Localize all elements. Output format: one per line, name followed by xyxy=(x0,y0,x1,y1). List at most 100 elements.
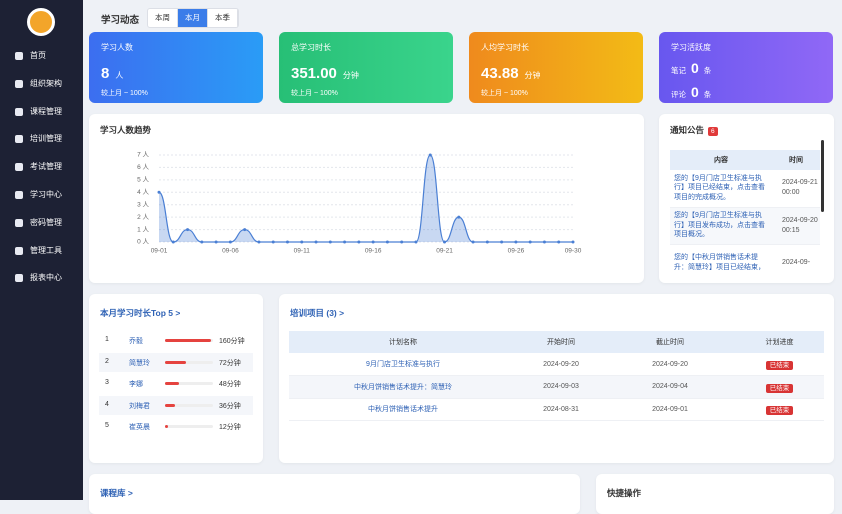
menu-item[interactable]: 培训管理 xyxy=(0,129,83,149)
notice-row[interactable]: 您的【9月门店卫生标准与执行】项目已经结束，点击查看项目的完成概况。 2024-0… xyxy=(670,170,820,207)
ranking-title[interactable]: 本月学习时长Top 5 > xyxy=(100,308,181,318)
menu-item[interactable]: 密码管理 xyxy=(0,213,83,233)
trend-card: 学习人数趋势 0 人 1 人 2 人 3 人 4 人 5 人 6 人 7 人 09-01 09-0… xyxy=(89,114,644,283)
tab[interactable]: 本季 xyxy=(208,9,238,27)
ranking-row: 3 李娜 48分钟 xyxy=(99,374,253,393)
point xyxy=(243,228,247,232)
ranking-row: 2 简慧玲 72分钟 xyxy=(99,352,253,372)
rank-number: 2 xyxy=(105,357,109,365)
stat-unit: 人 xyxy=(115,71,124,80)
stat-compare: 较上月 ~ 100% xyxy=(291,90,338,97)
stat-number: 351.00 xyxy=(291,65,337,82)
y-tick-label: 2 人 xyxy=(137,213,149,221)
quick-card: 快捷操作 xyxy=(596,474,834,514)
stat-card: 学习活跃度 笔记 0 条评论 0 条 xyxy=(659,32,833,103)
stat-card: 学习人数 8 人较上月 ~ 100% xyxy=(89,32,263,103)
rank-number: 3 xyxy=(105,379,109,386)
projects-cell: 已结束 xyxy=(735,398,824,421)
ranking-row: 5 崔英晨 12分钟 xyxy=(99,417,253,436)
projects-card: 培训项目 (3) > 计划名称 开始时间 截止时间 计划进度 9月门店卫生标准与执行 20… xyxy=(279,294,834,463)
projects-column: 计划进度 xyxy=(765,339,794,346)
projects-cell: 2024-09-01 xyxy=(652,405,688,413)
point xyxy=(571,240,575,244)
menu-label: 培训管理 xyxy=(30,134,62,144)
menu-label: 课程管理 xyxy=(30,106,62,116)
status-badge: 已结束 xyxy=(765,361,794,370)
notice-time: 2024-09-21 00:00 xyxy=(782,179,818,197)
menu-label: 学习中心 xyxy=(30,190,62,199)
notice-text: 您的【中秋月饼销售话术提升：简慧玲】项目已经结束， xyxy=(674,253,765,271)
notice-text: 您的【9月门店卫生标准与执行】项目发布成功，点击查看项目概况。 xyxy=(674,211,765,239)
tab[interactable]: 本周 xyxy=(148,9,178,27)
status-badge: 已结束 xyxy=(765,383,794,393)
menu-item[interactable]: 首页 xyxy=(0,46,83,66)
rank-name[interactable]: 刘梅君 xyxy=(129,402,150,410)
point xyxy=(500,240,504,244)
projects-cell: 2024-09-20 xyxy=(652,360,688,368)
menu-item[interactable]: 考试管理 xyxy=(0,157,83,177)
y-tick-label: 0 人 xyxy=(137,238,149,246)
y-tick-label: 1 人 xyxy=(137,225,149,233)
menu-icon xyxy=(15,191,23,199)
menu-icon xyxy=(15,135,23,144)
stat-unit: 条 xyxy=(703,90,712,99)
projects-row[interactable]: 中秋月饼销售话术提升 2024-08-31 2024-09-01 已结束 xyxy=(289,398,824,421)
projects-row[interactable]: 中秋月饼销售话术提升：简慧玲 2024-09-03 2024-09-04 已结束 xyxy=(289,375,824,398)
menu-item[interactable]: 报表中心 xyxy=(0,268,83,288)
stat-compare: 较上月 ~ 100% xyxy=(481,90,528,97)
point xyxy=(343,240,347,244)
rank-name[interactable]: 乔毅 xyxy=(129,338,143,345)
notice-time: 2024-09- xyxy=(782,258,811,266)
point xyxy=(271,240,275,244)
menu-item[interactable]: 管理工具 xyxy=(0,241,83,261)
notice-title: 通知公告 xyxy=(670,125,705,135)
menu-item[interactable]: 课程管理 xyxy=(0,102,83,122)
point xyxy=(514,240,518,244)
projects-cell: 2024-09-03 xyxy=(543,383,579,391)
point xyxy=(186,228,190,232)
menu-label: 报表中心 xyxy=(30,273,62,283)
notice-row[interactable]: 您的【9月门店卫生标准与执行】项目发布成功，点击查看项目概况。 2024-09-2… xyxy=(670,207,820,244)
rank-minutes: 160分钟 xyxy=(219,338,245,345)
point xyxy=(528,240,532,244)
point xyxy=(157,190,161,194)
projects-table: 计划名称 开始时间 截止时间 计划进度 9月门店卫生标准与执行 2024-09-20 202… xyxy=(289,331,824,421)
projects-column: 开始时间 xyxy=(547,339,575,346)
rank-number: 5 xyxy=(105,422,109,429)
menu-label: 首页 xyxy=(30,51,46,60)
stat-unit: 分钟 xyxy=(342,71,359,80)
point xyxy=(485,240,489,244)
projects-title[interactable]: 培训项目 (3) > xyxy=(290,308,345,318)
point xyxy=(200,240,204,244)
stat-unit: 条 xyxy=(703,66,712,75)
projects-row[interactable]: 9月门店卫生标准与执行 2024-09-20 2024-09-20 已结束 xyxy=(289,353,824,376)
point xyxy=(443,240,447,244)
rank-name[interactable]: 简慧玲 xyxy=(129,359,150,367)
notice-row[interactable]: 您的【中秋月饼销售话术提升：简慧玲】项目已经结束， 2024-09- xyxy=(670,244,820,276)
bar xyxy=(165,339,211,342)
ranking-card: 本月学习时长Top 5 > 1 乔毅 160分钟 2 简慧玲 72分钟 3 李娜 48分钟 4 刘梅… xyxy=(89,294,263,463)
courses-title[interactable]: 课程库 > xyxy=(100,488,133,498)
point xyxy=(285,240,289,244)
stat-title: 学习人数 xyxy=(101,43,133,52)
stat-row: 评论 0 条 xyxy=(671,84,711,100)
chart-title: 学习人数趋势 xyxy=(100,125,152,135)
stat-unit: 分钟 xyxy=(524,71,541,80)
stat-title: 人均学习时长 xyxy=(481,43,529,52)
stat-value: 351.00 分钟 xyxy=(291,65,359,82)
x-tick-label: 09-16 xyxy=(365,248,382,255)
rank-name[interactable]: 李娜 xyxy=(129,381,143,388)
projects-cell: 中秋月饼销售话术提升 xyxy=(368,406,438,414)
projects-cell: 已结束 xyxy=(735,353,824,376)
x-tick-label: 09-01 xyxy=(151,248,168,255)
projects-cell: 9月门店卫生标准与执行 xyxy=(366,361,440,368)
status-badge: 已结束 xyxy=(765,406,794,416)
x-tick-label: 09-26 xyxy=(508,248,525,255)
ranking-row: 1 乔毅 160分钟 xyxy=(99,331,253,350)
stat-card: 人均学习时长 43.88 分钟 较上月 ~ 100% xyxy=(469,32,643,103)
y-tick-label: 7 人 xyxy=(137,151,149,159)
tab[interactable]: 本月 xyxy=(178,9,208,27)
menu-item[interactable]: 学习中心 xyxy=(0,185,83,205)
menu-item[interactable]: 组织架构 xyxy=(0,74,83,94)
rank-name[interactable]: 崔英晨 xyxy=(129,424,150,431)
